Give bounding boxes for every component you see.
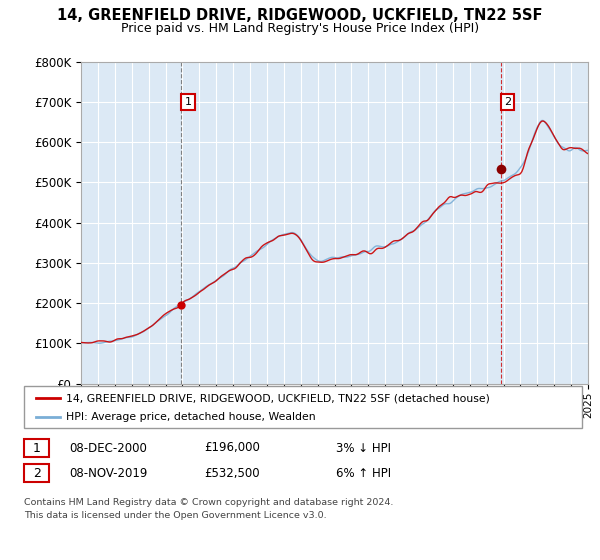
Text: 08-NOV-2019: 08-NOV-2019 xyxy=(69,466,148,480)
Text: 2: 2 xyxy=(504,97,511,107)
Text: 2: 2 xyxy=(32,466,41,480)
Text: 08-DEC-2000: 08-DEC-2000 xyxy=(69,441,147,455)
Text: HPI: Average price, detached house, Wealden: HPI: Average price, detached house, Weal… xyxy=(66,412,316,422)
Text: 1: 1 xyxy=(184,97,191,107)
Text: £532,500: £532,500 xyxy=(204,466,260,480)
Text: 6% ↑ HPI: 6% ↑ HPI xyxy=(336,466,391,480)
Text: 3% ↓ HPI: 3% ↓ HPI xyxy=(336,441,391,455)
Text: 14, GREENFIELD DRIVE, RIDGEWOOD, UCKFIELD, TN22 5SF: 14, GREENFIELD DRIVE, RIDGEWOOD, UCKFIEL… xyxy=(57,8,543,24)
Text: £196,000: £196,000 xyxy=(204,441,260,455)
Text: This data is licensed under the Open Government Licence v3.0.: This data is licensed under the Open Gov… xyxy=(24,511,326,520)
Text: Price paid vs. HM Land Registry's House Price Index (HPI): Price paid vs. HM Land Registry's House … xyxy=(121,22,479,35)
Text: 14, GREENFIELD DRIVE, RIDGEWOOD, UCKFIELD, TN22 5SF (detached house): 14, GREENFIELD DRIVE, RIDGEWOOD, UCKFIEL… xyxy=(66,393,490,403)
Text: 1: 1 xyxy=(32,441,41,455)
Text: Contains HM Land Registry data © Crown copyright and database right 2024.: Contains HM Land Registry data © Crown c… xyxy=(24,498,394,507)
